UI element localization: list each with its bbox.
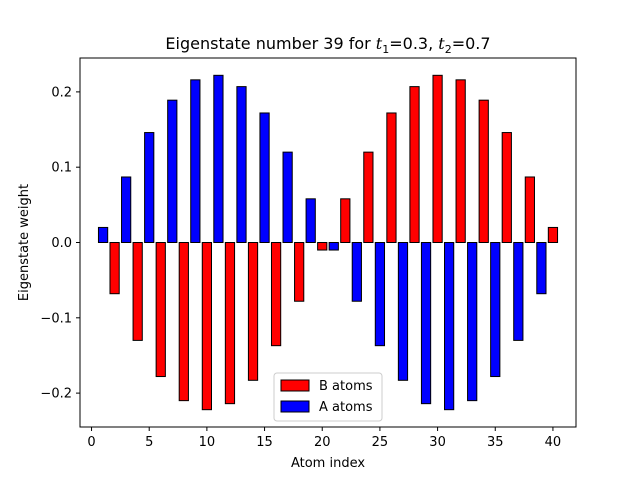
x-tick-label: 15 [256, 435, 273, 450]
y-tick-label: 0.1 [51, 161, 72, 176]
bar-a-atom-25 [374, 242, 386, 347]
x-axis-label: Atom index [291, 456, 365, 471]
bar-b-atom-40 [547, 226, 559, 244]
bar-a-atom-15 [259, 112, 270, 243]
bars-group [97, 74, 559, 411]
bar-a-atom-33 [467, 242, 478, 402]
legend-label-b-atoms: B atoms [319, 379, 373, 394]
y-axis-label: Eigenstate weight [17, 184, 32, 301]
x-tick-label: 35 [487, 435, 504, 450]
bar-b-atom-20 [317, 242, 328, 251]
x-tick-label: 10 [199, 435, 216, 450]
bar-a-atom-5 [144, 132, 155, 243]
bar-b-atom-16 [270, 242, 282, 347]
x-tick-label: 5 [145, 435, 153, 450]
bar-b-atom-24 [363, 151, 374, 244]
y-axis: −0.2 −0.1 0.0 0.1 0.2 [40, 85, 80, 402]
bar-b-atom-36 [501, 132, 512, 243]
bar-b-atom-26 [386, 112, 397, 243]
bar-b-atom-4 [132, 242, 143, 341]
bar-b-atom-14 [247, 242, 259, 381]
bar-a-atom-21 [328, 242, 339, 251]
bar-b-atom-30 [432, 74, 443, 243]
legend-swatch-a-atoms [280, 400, 310, 413]
bar-a-atom-11 [213, 74, 224, 243]
legend-label-a-atoms: A atoms [319, 400, 373, 415]
bar-a-atom-17 [282, 151, 293, 244]
bar-a-atom-29 [420, 242, 432, 405]
x-tick-label: 25 [372, 435, 389, 450]
y-tick-label: −0.2 [40, 387, 72, 402]
bar-b-atom-34 [478, 99, 489, 243]
x-tick-label: 20 [314, 435, 331, 450]
bar-a-atom-23 [351, 242, 362, 302]
plot-frame [79, 57, 577, 428]
bar-b-atom-38 [524, 176, 535, 243]
bar-b-atom-6 [155, 242, 166, 378]
bar-a-atom-27 [397, 242, 409, 381]
bar-a-atom-7 [167, 99, 178, 243]
y-tick-label: 0.0 [51, 236, 72, 251]
bar-b-atom-32 [455, 79, 466, 243]
bar-b-atom-8 [178, 242, 189, 402]
chart-title: Eigenstate number 39 for t1=0.3, t2=0.7 [165, 34, 490, 56]
bar-b-atom-18 [294, 242, 305, 302]
bar-a-atom-39 [536, 242, 547, 295]
bar-a-atom-13 [236, 86, 247, 244]
bar-a-atom-19 [305, 198, 316, 244]
y-tick-label: 0.2 [51, 85, 72, 100]
bar-a-atom-1 [97, 226, 109, 244]
x-tick-label: 30 [429, 435, 446, 450]
x-tick-label: 40 [545, 435, 562, 450]
bar-b-atom-12 [224, 242, 236, 405]
bar-a-atom-35 [490, 242, 501, 378]
bar-a-atom-31 [444, 242, 455, 411]
bar-a-atom-3 [121, 176, 132, 243]
x-tick-label: 0 [87, 435, 95, 450]
bar-b-atom-28 [409, 86, 420, 244]
bar-b-atom-22 [340, 198, 351, 244]
bar-b-atom-2 [109, 242, 120, 295]
y-tick-label: −0.1 [40, 311, 72, 326]
bar-b-atom-10 [201, 242, 213, 411]
bar-a-atom-37 [513, 242, 524, 341]
x-axis: 0 5 10 15 20 25 30 35 40 [87, 427, 561, 450]
bar-a-atom-9 [190, 79, 201, 243]
legend-swatch-b-atoms [280, 379, 310, 392]
legend: B atoms A atoms [273, 372, 383, 422]
